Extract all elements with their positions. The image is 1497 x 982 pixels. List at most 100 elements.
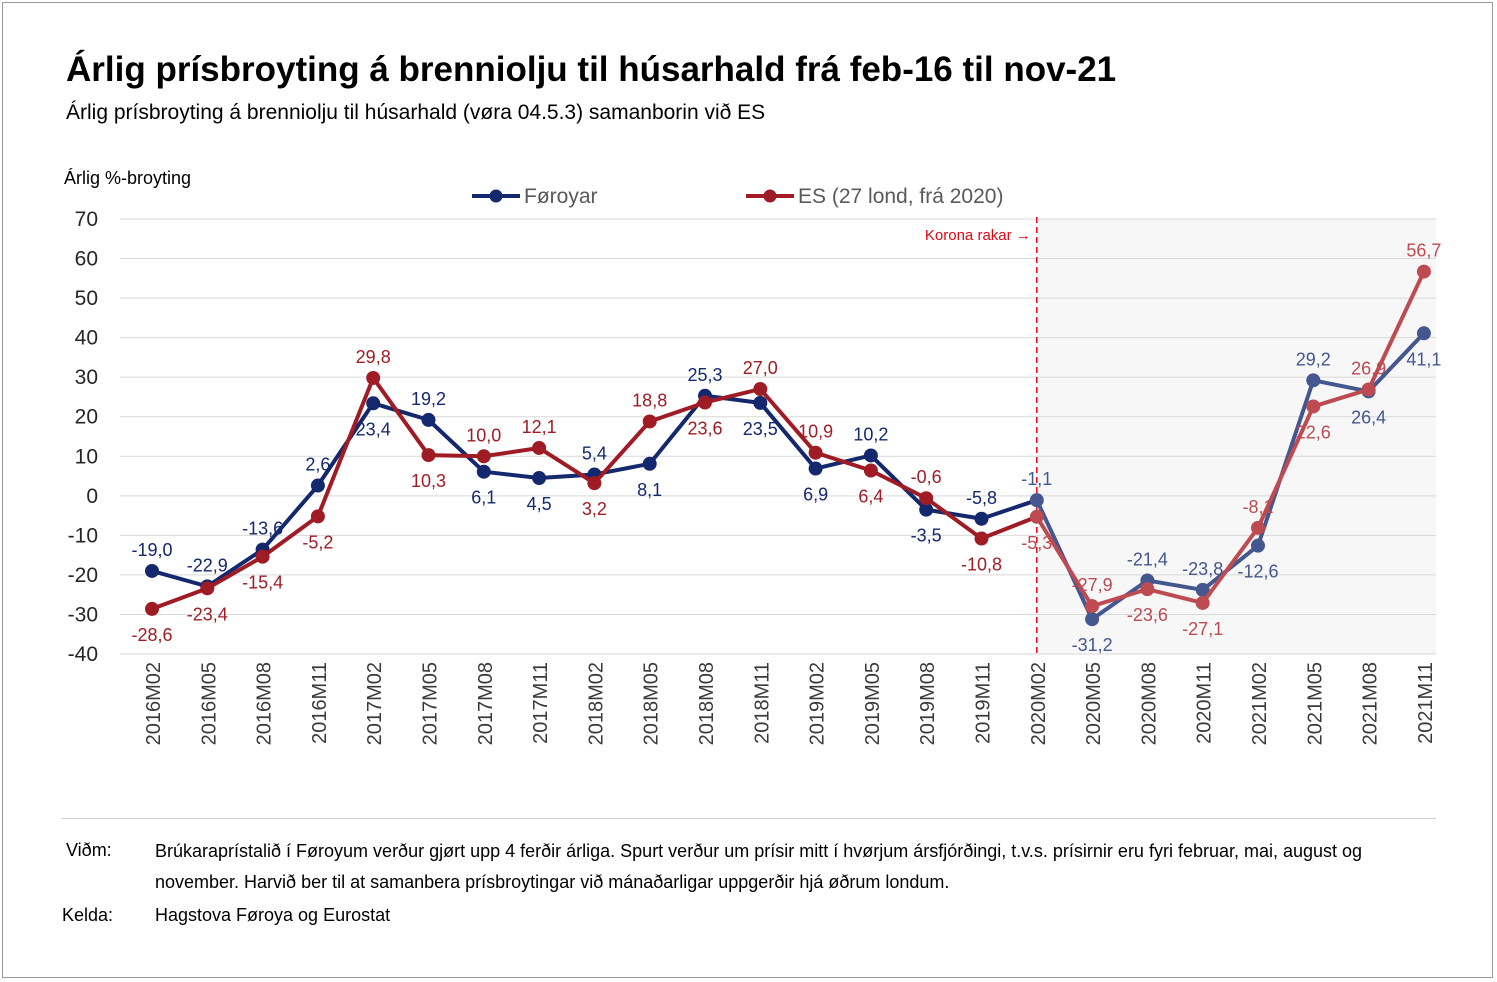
- x-tick-label: 2016M05: [198, 662, 220, 745]
- data-label: 26,4: [1351, 407, 1386, 427]
- x-tick-label: 2017M08: [475, 662, 497, 745]
- data-label: -23,4: [187, 604, 228, 624]
- x-tick-label: 2018M11: [751, 662, 773, 744]
- y-tick-label: 0: [86, 485, 98, 508]
- data-label: 29,8: [356, 347, 391, 367]
- data-label: -10,8: [961, 555, 1002, 575]
- x-tick-label: 2021M08: [1360, 662, 1382, 745]
- series-line-1-after: [1035, 270, 1426, 609]
- data-label: 19,2: [411, 389, 446, 409]
- x-tick-label: 2020M05: [1083, 662, 1105, 745]
- data-label: -23,8: [1182, 559, 1223, 579]
- x-tick-label: 2020M08: [1138, 662, 1160, 745]
- y-tick-label: 10: [75, 445, 98, 468]
- data-point: [1029, 509, 1044, 524]
- legend-marker-0: [489, 189, 503, 203]
- legend-label-1: ES (27 lond, frá 2020): [798, 185, 1003, 208]
- source-text: Hagstova Føroya og Eurostat: [155, 905, 391, 925]
- data-point: [1306, 373, 1321, 388]
- data-point: [1140, 582, 1155, 597]
- corona-annotation: Korona rakar →: [925, 227, 1031, 244]
- legend-label-0: Føroyar: [524, 185, 598, 208]
- data-point: [1251, 520, 1265, 535]
- y-tick-label: 30: [75, 366, 98, 389]
- x-tick-label: 2020M11: [1194, 662, 1216, 744]
- data-point: [421, 448, 436, 463]
- data-point: [310, 478, 325, 493]
- data-point: [145, 601, 159, 616]
- x-tick-label: 2021M05: [1304, 662, 1326, 745]
- data-point: [421, 412, 436, 427]
- data-point: [1416, 326, 1431, 341]
- y-tick-label: 40: [75, 327, 98, 350]
- data-label: 2,6: [305, 455, 330, 475]
- data-label: -22,9: [187, 555, 228, 575]
- data-label: 8,1: [637, 480, 662, 500]
- source-label: Kelda:: [62, 905, 114, 925]
- data-point: [808, 445, 823, 460]
- x-tick-label: 2019M05: [862, 662, 884, 745]
- notes-separator: [62, 818, 1436, 819]
- data-point: [642, 414, 657, 429]
- data-point: [1085, 612, 1100, 627]
- data-label: -0,6: [911, 467, 942, 487]
- data-point: [863, 463, 878, 478]
- data-label: 10,2: [853, 424, 888, 444]
- data-point: [200, 581, 215, 596]
- data-label: -19,0: [131, 540, 172, 560]
- data-label: 23,5: [743, 419, 778, 439]
- data-point: [919, 491, 934, 506]
- chart-subtitle: Árlig prísbroyting á brenniolju til húsa…: [66, 101, 766, 124]
- data-point: [1416, 264, 1431, 279]
- data-label: 5,4: [582, 443, 607, 463]
- data-label: 26,9: [1351, 358, 1386, 378]
- data-label: -15,4: [242, 573, 283, 593]
- data-point: [366, 396, 381, 411]
- data-label: -5,2: [302, 532, 333, 552]
- data-point: [532, 440, 547, 455]
- data-point: [974, 531, 989, 546]
- shaded-region: [1036, 219, 1436, 654]
- data-label: 56,7: [1406, 241, 1441, 261]
- x-tick-label: 2021M02: [1249, 662, 1271, 745]
- chart-title: Árlig prísbroyting á brenniolju til húsa…: [66, 50, 1117, 89]
- series-line-0: [151, 393, 1038, 589]
- note-text: Brúkaraprístalið í Føroyum verður gjørt …: [155, 841, 1363, 892]
- data-point: [145, 563, 159, 578]
- data-label: 6,1: [471, 488, 496, 508]
- data-point: [642, 456, 657, 471]
- data-label: 25,3: [687, 365, 722, 385]
- x-tick-label: 2017M02: [364, 662, 386, 745]
- data-point: [1361, 382, 1376, 397]
- x-tick-label: 2019M02: [807, 662, 829, 745]
- data-point: [1195, 595, 1210, 610]
- x-tick-label: 2019M08: [917, 662, 939, 745]
- legend-marker-1: [763, 189, 777, 203]
- x-tick-label: 2016M11: [309, 662, 331, 744]
- x-tick-label: 2018M02: [585, 662, 607, 745]
- x-tick-label: 2018M08: [696, 662, 718, 745]
- series-line-1: [151, 375, 1038, 611]
- data-label: -27,1: [1182, 619, 1223, 639]
- data-point: [1306, 399, 1321, 414]
- data-label: 10,9: [798, 422, 833, 442]
- data-label: -28,6: [131, 625, 172, 645]
- x-tick-label: 2016M02: [143, 662, 165, 745]
- y-tick-label: 20: [75, 406, 98, 429]
- data-point: [753, 382, 768, 397]
- data-label: -13,6: [242, 519, 283, 539]
- data-label: 4,5: [527, 494, 552, 514]
- data-label: -1,1: [1021, 469, 1052, 489]
- data-label: 18,8: [632, 390, 667, 410]
- data-label: 23,6: [687, 418, 722, 438]
- data-point: [532, 471, 547, 486]
- y-tick-label: -10: [68, 524, 98, 547]
- data-point: [1251, 538, 1265, 553]
- data-label: 10,0: [466, 425, 501, 445]
- x-tick-label: 2017M05: [420, 662, 442, 745]
- data-point: [366, 370, 381, 385]
- data-label: -21,4: [1127, 549, 1168, 569]
- x-tick-label: 2017M11: [530, 662, 552, 744]
